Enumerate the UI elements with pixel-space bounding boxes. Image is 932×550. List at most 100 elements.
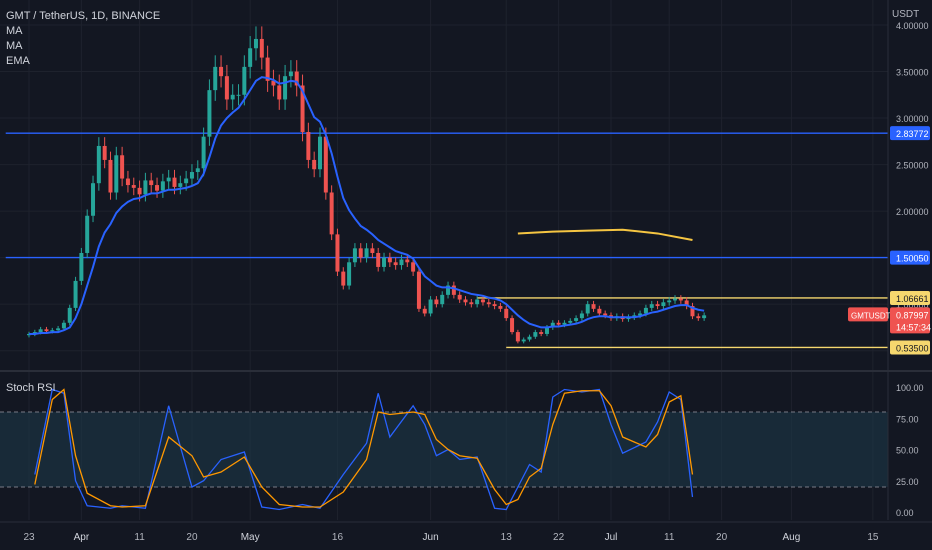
candle xyxy=(591,304,596,309)
candle xyxy=(219,66,224,77)
candle xyxy=(108,159,113,193)
price-axis-unit[interactable]: USDT xyxy=(892,9,920,20)
candle xyxy=(306,132,311,160)
candle xyxy=(102,145,107,160)
indicator-ema[interactable]: EMA xyxy=(6,55,30,67)
candle xyxy=(550,322,555,328)
candle xyxy=(143,180,148,195)
last-price-tag xyxy=(890,307,930,334)
candle xyxy=(568,320,573,323)
candle xyxy=(440,294,445,305)
candle xyxy=(510,318,515,333)
candle xyxy=(358,248,363,258)
time-tick-label: Aug xyxy=(783,532,801,543)
candle xyxy=(335,234,340,272)
candle xyxy=(73,280,78,308)
chart-legend: GMT / TetherUS, 1D, BINANCE MA MA EMA xyxy=(6,9,160,69)
last-price-value: 0.87997 xyxy=(896,310,929,320)
level-tag xyxy=(890,250,930,265)
candle xyxy=(469,302,474,305)
candle xyxy=(230,94,235,100)
level-tag xyxy=(890,290,930,305)
last-price-countdown: 14:57:34 xyxy=(896,322,931,332)
candle xyxy=(393,262,398,266)
candle xyxy=(486,302,491,305)
candle xyxy=(515,332,520,342)
candle xyxy=(160,181,165,191)
candle xyxy=(85,215,90,253)
candle xyxy=(428,299,433,314)
candle xyxy=(131,185,136,188)
indicator-ma-1[interactable]: MA xyxy=(6,25,23,37)
indicator-ma-2[interactable]: MA xyxy=(6,40,23,52)
time-tick-label: 13 xyxy=(501,532,513,543)
candle xyxy=(224,76,229,100)
candle xyxy=(364,248,369,258)
level-tag xyxy=(890,340,930,355)
candle xyxy=(382,257,387,267)
candle xyxy=(201,136,206,169)
candle xyxy=(323,136,328,193)
candle xyxy=(352,248,357,263)
candle xyxy=(434,299,439,305)
symbol-title[interactable]: GMT / TetherUS, 1D, BINANCE xyxy=(6,10,161,22)
candle xyxy=(446,285,451,295)
candle xyxy=(253,38,258,49)
candle xyxy=(248,48,253,67)
candle xyxy=(405,259,410,263)
price-tick-label: 4.00000 xyxy=(896,21,929,31)
candle xyxy=(387,257,392,263)
time-tick-label: May xyxy=(241,532,260,543)
candle xyxy=(120,155,125,179)
candle xyxy=(690,306,695,317)
candle xyxy=(155,185,160,191)
stoch-k-line xyxy=(34,388,694,511)
candle xyxy=(184,178,189,184)
stoch-rsi-title[interactable]: Stoch RSI xyxy=(6,382,56,394)
candle xyxy=(684,300,689,307)
candle xyxy=(213,66,218,91)
candle xyxy=(341,271,346,286)
candle xyxy=(649,304,654,308)
candle xyxy=(661,302,666,307)
candle xyxy=(294,71,299,86)
price-tick-label: 2.50000 xyxy=(896,161,929,171)
candle xyxy=(236,94,241,96)
candle xyxy=(44,329,49,332)
candle xyxy=(643,307,648,314)
candle xyxy=(597,308,602,314)
candle xyxy=(533,332,538,337)
candle xyxy=(527,336,532,340)
candle xyxy=(422,308,427,314)
candle xyxy=(667,300,672,303)
last-price-symbol-tag xyxy=(848,307,888,322)
candle xyxy=(56,328,61,331)
candle xyxy=(539,332,544,334)
candle xyxy=(544,327,549,334)
time-tick-label: Jul xyxy=(605,532,618,543)
candle xyxy=(416,271,421,309)
price-tick-label: 2.00000 xyxy=(896,207,929,217)
candle xyxy=(67,307,72,323)
candle xyxy=(411,262,416,272)
candle xyxy=(696,316,701,319)
level-tag-label: 1.50050 xyxy=(896,254,929,264)
time-tick-label: 15 xyxy=(867,532,879,543)
time-tick-label: 16 xyxy=(332,532,344,543)
stoch-tick-label: 75.00 xyxy=(896,414,919,424)
time-tick-label: Jun xyxy=(423,532,439,543)
candle xyxy=(451,285,456,295)
candle xyxy=(678,298,683,301)
candle xyxy=(91,183,96,216)
candle xyxy=(149,180,154,186)
candle xyxy=(79,252,84,281)
time-tick-label: 22 xyxy=(553,532,565,543)
candle xyxy=(283,76,288,100)
candle xyxy=(492,304,497,307)
candle xyxy=(702,315,707,319)
level-tag-label: 2.83772 xyxy=(896,129,929,139)
level-tag-label: 1.06661 xyxy=(896,294,929,304)
candle xyxy=(242,66,247,95)
candle xyxy=(38,329,43,333)
